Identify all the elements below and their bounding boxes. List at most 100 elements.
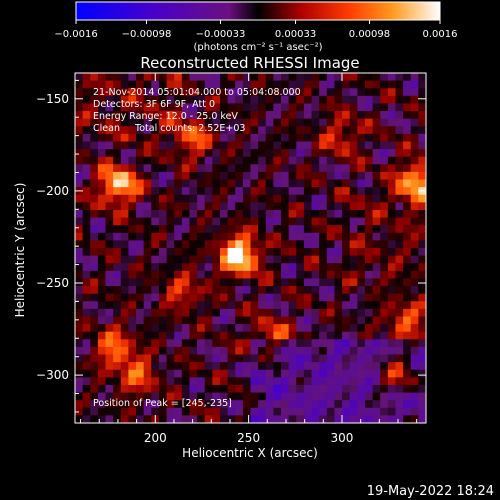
- heatmap-cell: [273, 240, 282, 249]
- heatmap-cell: [151, 133, 160, 143]
- heatmap-cell: [281, 133, 290, 143]
- heatmap-cell: [82, 73, 91, 82]
- heatmap-cell: [258, 286, 267, 295]
- heatmap-cell: [212, 415, 221, 423]
- heatmap-cell: [90, 346, 99, 356]
- heatmap-cell: [342, 95, 351, 105]
- heatmap-cell: [105, 171, 114, 181]
- heatmap-cell: [219, 187, 229, 196]
- heatmap-cell: [372, 194, 381, 203]
- heatmap-cell: [212, 118, 221, 127]
- heatmap-cell: [235, 255, 244, 264]
- heatmap-cell: [334, 400, 343, 409]
- heatmap-cell: [219, 141, 229, 150]
- heatmap-cell: [151, 187, 160, 196]
- heatmap-cell: [250, 95, 259, 105]
- heatmap-cell: [258, 187, 267, 196]
- heatmap-cell: [265, 301, 274, 310]
- heatmap-cell: [75, 316, 84, 325]
- heatmap-cell: [410, 362, 419, 371]
- heatmap-cell: [364, 324, 374, 333]
- heatmap-cell: [288, 384, 297, 394]
- heatmap-cell: [97, 171, 107, 181]
- heatmap-cell: [410, 118, 419, 127]
- heatmap-cell: [265, 308, 274, 318]
- heatmap-cell: [303, 111, 313, 120]
- heatmap-cell: [273, 156, 282, 165]
- heatmap-cell: [82, 156, 91, 165]
- heatmap-cell: [410, 202, 419, 211]
- heatmap-cell: [265, 171, 274, 181]
- heatmap-cell: [97, 217, 107, 226]
- heatmap-cell: [357, 293, 366, 302]
- heatmap-cell: [334, 301, 343, 310]
- heatmap-cell: [403, 118, 412, 127]
- heatmap-cell: [387, 103, 397, 112]
- heatmap-cell: [128, 324, 137, 333]
- heatmap-cell: [403, 194, 412, 203]
- heatmap-cell: [334, 80, 343, 89]
- heatmap-cell: [250, 354, 259, 363]
- heatmap-cell: [105, 407, 114, 416]
- heatmap-cell: [418, 217, 426, 226]
- heatmap-cell: [395, 301, 404, 310]
- heatmap-cell: [189, 225, 198, 234]
- heatmap-cell: [82, 171, 91, 181]
- heatmap-cell: [143, 171, 152, 181]
- heatmap-cell: [105, 384, 114, 394]
- heatmap-cell: [334, 141, 343, 150]
- heatmap-cell: [380, 232, 389, 241]
- heatmap-cell: [250, 133, 259, 143]
- heatmap-cell: [265, 278, 274, 287]
- heatmap-cell: [181, 392, 191, 401]
- heatmap-cell: [189, 217, 198, 226]
- heatmap-cell: [357, 392, 366, 401]
- heatmap-cell: [166, 133, 175, 143]
- heatmap-cell: [288, 263, 297, 272]
- heatmap-cell: [212, 293, 221, 302]
- heatmap-cell: [158, 377, 168, 386]
- heatmap-cell: [342, 111, 351, 120]
- heatmap-cell: [242, 278, 252, 287]
- heatmap-cell: [303, 179, 313, 188]
- heatmap-cell: [403, 270, 412, 280]
- heatmap-cell: [174, 255, 183, 264]
- heatmap-cell: [143, 232, 152, 241]
- heatmap-cell: [97, 73, 107, 82]
- heatmap-cell: [120, 248, 130, 257]
- heatmap-cell: [319, 209, 328, 219]
- heatmap-cell: [265, 95, 274, 105]
- heatmap-cell: [372, 354, 381, 363]
- heatmap-cell: [120, 400, 130, 409]
- heatmap-cell: [120, 308, 130, 318]
- heatmap-cell: [349, 354, 358, 363]
- heatmap-cell: [128, 240, 137, 249]
- heatmap-cell: [235, 164, 244, 173]
- heatmap-cell: [227, 278, 236, 287]
- heatmap-cell: [418, 308, 426, 318]
- heatmap-cell: [204, 88, 213, 97]
- heatmap-cell: [410, 225, 419, 234]
- heatmap-cell: [113, 324, 122, 333]
- heatmap-cell: [265, 217, 274, 226]
- heatmap-cell: [204, 308, 213, 318]
- heatmap-cell: [281, 217, 290, 226]
- heatmap-cell: [258, 232, 267, 241]
- heatmap-cell: [357, 95, 366, 105]
- heatmap-cell: [334, 133, 343, 143]
- heatmap-cell: [181, 339, 191, 348]
- heatmap-cell: [326, 88, 336, 97]
- heatmap-cell: [242, 133, 252, 143]
- heatmap-cell: [357, 149, 366, 158]
- chart-title: Reconstructed RHESSI Image: [140, 54, 359, 72]
- heatmap-cell: [326, 255, 336, 264]
- heatmap-cell: [418, 384, 426, 394]
- heatmap-cell: [97, 263, 107, 272]
- heatmap-cell: [242, 95, 252, 105]
- heatmap-cell: [113, 232, 122, 241]
- heatmap-cell: [197, 194, 206, 203]
- heatmap-cell: [97, 111, 107, 120]
- heatmap-cell: [265, 187, 274, 196]
- heatmap-cell: [319, 73, 328, 82]
- heatmap-cell: [372, 324, 381, 333]
